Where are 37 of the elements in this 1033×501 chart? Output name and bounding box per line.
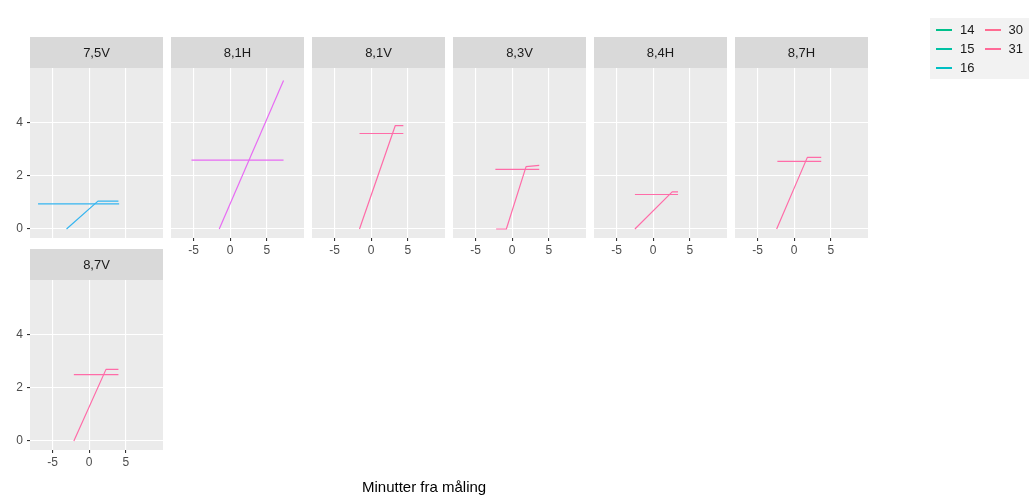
chart-title: 8,1V: [312, 37, 445, 68]
x-tick-label: 0: [85, 454, 93, 469]
x-tick-label: 0: [790, 242, 798, 257]
chart-title: 8,4H: [594, 37, 727, 68]
y-tick-label: 2: [16, 168, 24, 183]
legend-label: 30: [1008, 22, 1023, 37]
legend-label: 14: [960, 22, 975, 37]
x-tick-label: -5: [329, 242, 341, 257]
y-tick-label: 4: [16, 115, 24, 130]
chart-title: 7,5V: [30, 37, 163, 68]
x-tick-label: 5: [122, 454, 130, 469]
legend-label: 31: [1008, 41, 1023, 56]
x-tick-label: -5: [47, 454, 59, 469]
y-tick-label: 2: [16, 380, 24, 395]
y-tick-label: 0: [16, 221, 24, 236]
y-tick-label: 0: [16, 433, 24, 448]
legend-label: 16: [960, 60, 975, 75]
chart-title: 8,7H: [735, 37, 868, 68]
chart-title: 8,1H: [171, 37, 304, 68]
x-tick-label: -5: [611, 242, 623, 257]
x-tick-label: -5: [188, 242, 200, 257]
y-tick-label: 4: [16, 327, 24, 342]
x-tick-label: -5: [752, 242, 764, 257]
legend-label: 15: [960, 41, 975, 56]
x-tick-label: 0: [226, 242, 234, 257]
x-tick-label: 5: [404, 242, 412, 257]
x-tick-label: 5: [545, 242, 553, 257]
x-tick-label: 0: [649, 242, 657, 257]
x-tick-label: 5: [263, 242, 271, 257]
x-tick-label: 0: [508, 242, 516, 257]
x-tick-label: -5: [470, 242, 482, 257]
text: Minutter fra måling: [362, 478, 487, 495]
chart-title: 8,7V: [30, 249, 163, 280]
x-tick-label: 0: [367, 242, 375, 257]
x-tick-label: 5: [827, 242, 835, 257]
x-tick-label: 5: [686, 242, 694, 257]
chart-title: 8,3V: [453, 37, 586, 68]
